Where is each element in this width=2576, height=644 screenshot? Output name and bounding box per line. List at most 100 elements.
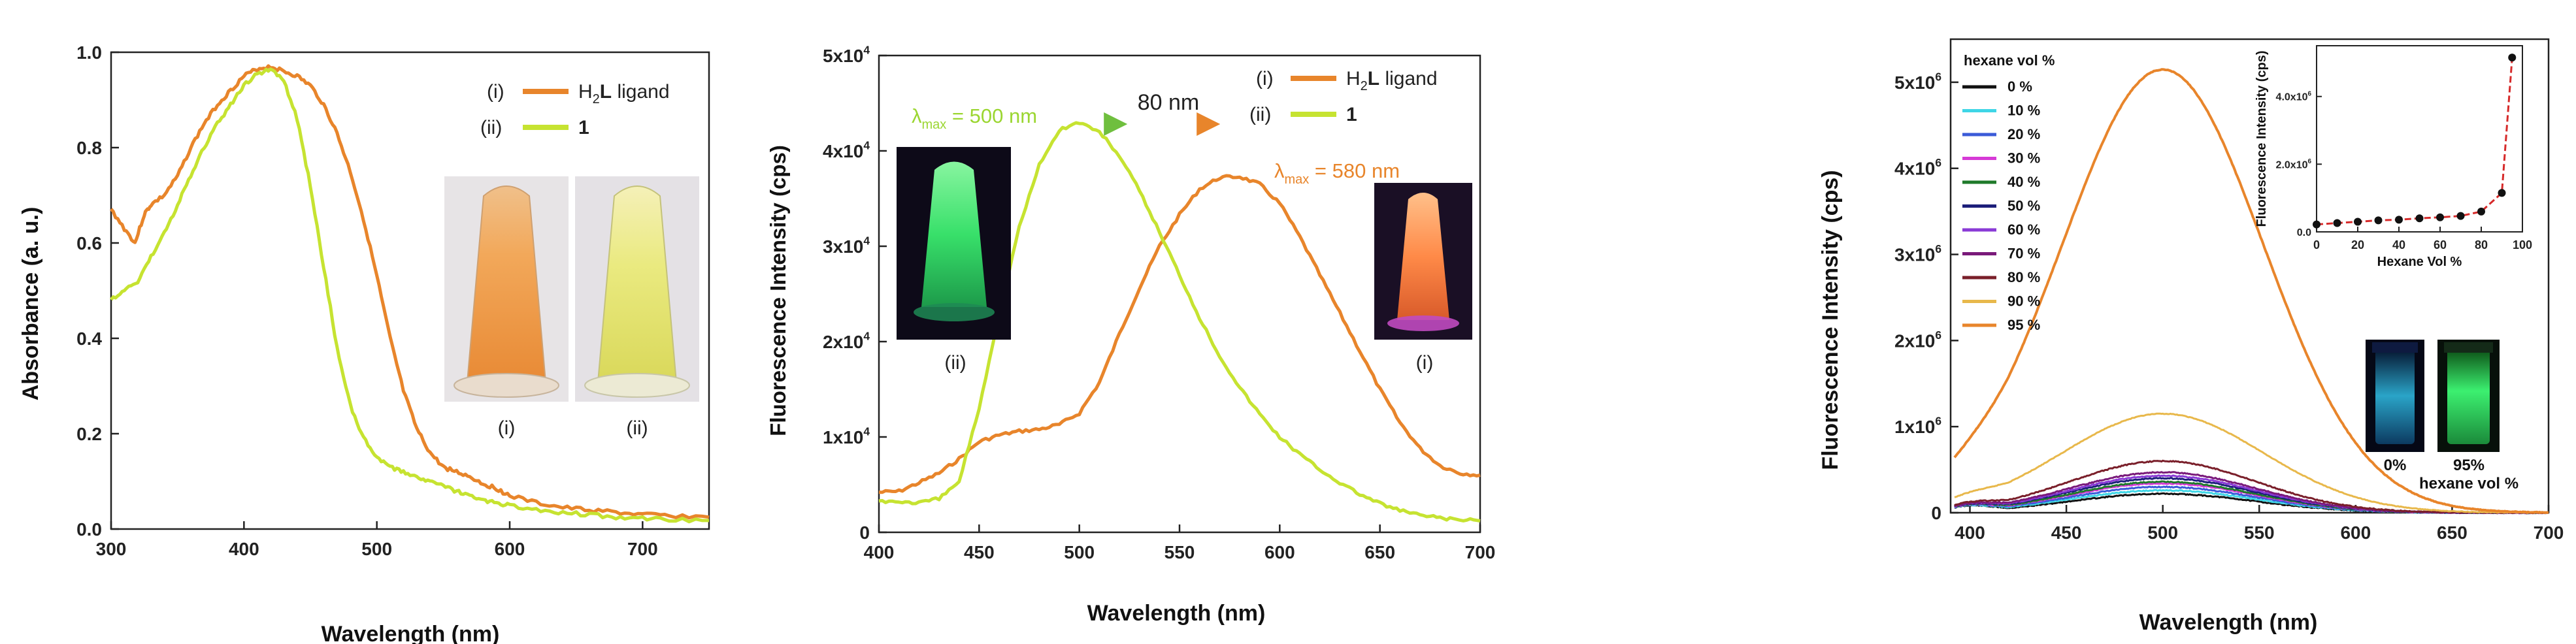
inset-x-tick-label: 40 (2392, 238, 2405, 251)
lambda-green-text: = 500 nm (946, 105, 1037, 127)
y-tick-label: 1x106 (1894, 415, 1941, 438)
legend-label-ligand: H2L ligand (578, 81, 670, 106)
ligand-uv-photo (1374, 183, 1472, 340)
inset-point (2498, 189, 2506, 197)
inset-point (2508, 54, 2517, 62)
aie-legend-label: 70 % (2007, 246, 2040, 262)
y-tick-label-mantissa: 0 (1931, 503, 1941, 523)
series-line-ligand (878, 174, 1481, 494)
inset-x-tick-label: 100 (2513, 238, 2532, 251)
y-tick-label-exp: 4 (863, 138, 870, 152)
fl-legend-ligand-h: H (1346, 68, 1361, 89)
inset-point (2436, 213, 2444, 221)
photo-label-i: (i) (498, 417, 516, 439)
absorbance-axes: 300 400 500 600 700 0.0 0.2 0.4 0.6 0.8 1.0 (76, 42, 710, 559)
x-tick-label: 650 (2437, 523, 2468, 543)
x-tick-label: 550 (2244, 523, 2275, 543)
inset-y-tick-label-mantissa: 4.0x10 (2276, 92, 2308, 103)
fl-legend-mark-i: (i) (1256, 68, 1274, 89)
inset-point (2374, 216, 2383, 225)
lambda-green-sub: max (922, 118, 947, 132)
x-tick-label: 500 (361, 539, 392, 559)
x-tick-label: 600 (2340, 523, 2371, 543)
lambda-green-sym: λ (912, 105, 922, 127)
y-tick-label-exp: 4 (863, 234, 870, 247)
y-tick-label: 2x104 (823, 329, 870, 352)
y-tick-label-mantissa: 3x10 (1894, 245, 1935, 265)
y-tick-label-exp: 6 (1935, 156, 1941, 169)
lambda-orange-sym: λ (1274, 159, 1285, 182)
y-tick-label-mantissa: 2x10 (823, 332, 863, 352)
vial-95-percent-photo (2437, 340, 2500, 452)
x-tick-label: 600 (1264, 542, 1295, 562)
y-tick-label-exp: 4 (863, 425, 870, 438)
y-tick-label-mantissa: 1x10 (1894, 417, 1935, 437)
fl-legend-ligand-sub: 2 (1361, 79, 1368, 93)
vial-caption: hexane vol % (2419, 475, 2518, 492)
y-tick-label-exp: 4 (863, 43, 870, 56)
inset-point (2477, 207, 2485, 216)
inset-point (2456, 212, 2465, 220)
legend-ligand-h: H (578, 81, 593, 103)
inset-point (2395, 216, 2403, 224)
complex-uv-photo (897, 147, 1011, 340)
y-tick-label: 0 (1931, 503, 1941, 523)
inset-xlabel: Hexane Vol % (2377, 255, 2462, 269)
fluorescence-axes: 400 450 500 550 600 650 70001x1042x1043x1044x1… (823, 43, 1495, 562)
inset-x-tick-label: 60 (2434, 238, 2447, 251)
inset-y-tick-label-mantissa: 2.0x10 (2276, 159, 2308, 170)
absorbance-panel: 300 400 500 600 700 0.0 0.2 0.4 0.6 0.8 1.0 (i) (i… (18, 42, 710, 644)
inset-x-tick-label: 20 (2351, 238, 2364, 251)
aie-legend-label: 80 % (2007, 269, 2040, 285)
ligand-powder-photo (444, 176, 569, 402)
complex-powder-photo (575, 176, 699, 402)
x-tick-label: 400 (864, 542, 895, 562)
aie-legend-label: 10 % (2007, 103, 2040, 119)
aie-legend-label: 30 % (2007, 150, 2040, 167)
legend-label-complex: 1 (578, 117, 589, 138)
inset-ylabel: Fluorescence Intensity (cps) (2254, 50, 2269, 227)
x-tick-label: 400 (1955, 523, 1985, 543)
x-tick-label: 300 (96, 539, 127, 559)
fl-legend-label-ligand: H2L ligand (1346, 68, 1438, 93)
aie-panel: 400 450 500 550 600 650 70001x1062x1063x1064x1… (1818, 38, 2564, 635)
aie-legend-label: 0 % (2007, 78, 2032, 95)
x-tick-label: 550 (1164, 542, 1195, 562)
x-tick-label: 450 (964, 542, 995, 562)
legend-ligand-l: L (600, 81, 612, 103)
inset-y-tick-label-mantissa: 0.0 (2297, 227, 2311, 238)
y-tick-label-mantissa: 5x10 (823, 46, 863, 66)
inset-y-tick-label: 2.0x106 (2276, 158, 2312, 170)
legend-ligand-rest: ligand (612, 81, 669, 103)
inset-y-tick-label: 4.0x106 (2276, 91, 2312, 103)
fluorescence-ylabel: Fluorescence Intensity (cps) (766, 145, 790, 436)
plot-frame (110, 51, 710, 530)
fl-photo-label-ii: (ii) (944, 352, 966, 374)
aie-legend: hexane vol % 0 % 10 % 20 % 30 % 40 % 50 % 60 % 7… (1962, 52, 2055, 333)
y-tick-label: 0.6 (76, 233, 102, 253)
fluorescence-xlabel: Wavelength (nm) (1087, 601, 1266, 626)
aie-series-line (1953, 68, 2549, 514)
lambda-orange-text: = 580 nm (1309, 159, 1400, 182)
y-tick-label: 1.0 (76, 42, 102, 63)
vial-label-95: 95% (2453, 457, 2485, 474)
y-tick-label-mantissa: 5x10 (1894, 72, 1935, 93)
y-tick-label: 0.0 (76, 519, 102, 539)
aie-ylabel: Fluorescence Intensity (cps) (1818, 170, 1843, 470)
x-tick-label: 500 (1064, 542, 1095, 562)
y-tick-label-exp: 4 (863, 329, 870, 342)
inset-point (2415, 214, 2424, 223)
y-tick-label-exp: 6 (1935, 329, 1941, 342)
y-tick-label: 0 (859, 523, 870, 543)
aie-legend-label: 95 % (2007, 317, 2040, 333)
series-line-ligand (110, 64, 710, 520)
fluorescence-series (878, 121, 1481, 523)
y-tick-label-exp: 6 (1935, 70, 1941, 83)
plot-frame (1949, 38, 2550, 514)
x-tick-label: 700 (2534, 523, 2564, 543)
inset-point (2333, 219, 2341, 227)
legend-mark-ii: (ii) (480, 117, 502, 138)
x-tick-label: 700 (627, 539, 658, 559)
